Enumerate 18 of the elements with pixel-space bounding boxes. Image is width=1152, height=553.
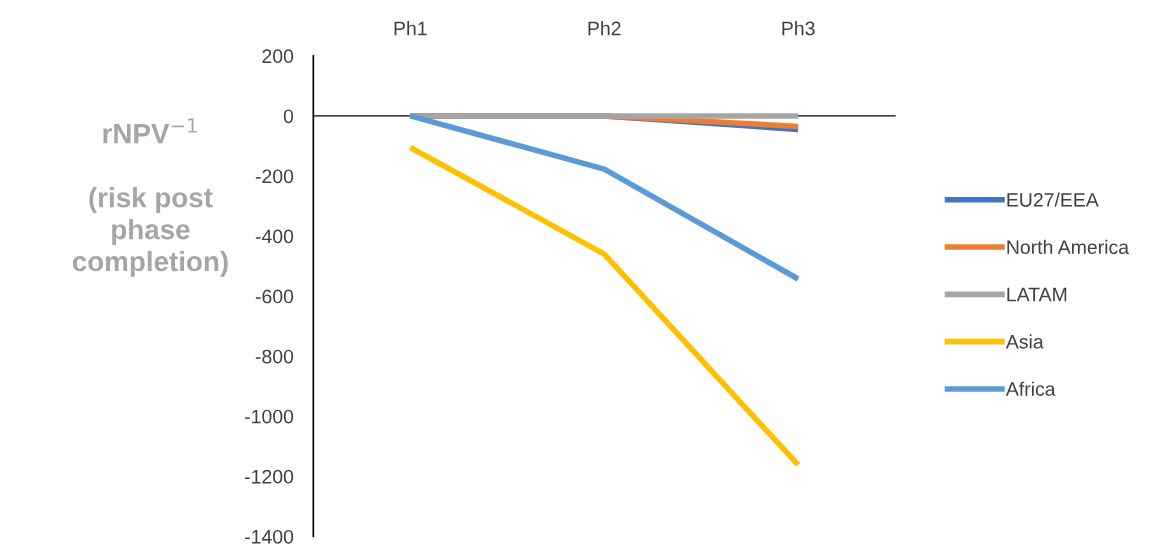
y-tick-label: -1200 [245,469,294,484]
legend-label: Asia [1005,334,1044,349]
legend-label: EU27/EEA [1007,192,1099,207]
y-tick-label: -1000 [245,409,294,424]
y-tick-label: -200 [255,169,294,184]
legend-label: North America [1007,239,1130,255]
x-tick-label: Ph1 [394,21,427,36]
y-tick-label: 0 [283,109,294,124]
text: rNPV$^{−1}$ (risk post phase completion) [72,118,228,277]
y-tick-label: -600 [255,289,294,304]
y-tick-label: -1400 [245,529,294,544]
y-tick-label: 200 [262,49,294,64]
y-tick-label: -400 [255,229,294,244]
legend-label: Africa [1005,381,1056,396]
y-tick-label: -800 [255,349,294,364]
x-tick-label: Ph2 [588,21,621,36]
x-tick-label: Ph3 [782,21,815,36]
legend-label: LATAM [1007,287,1067,302]
